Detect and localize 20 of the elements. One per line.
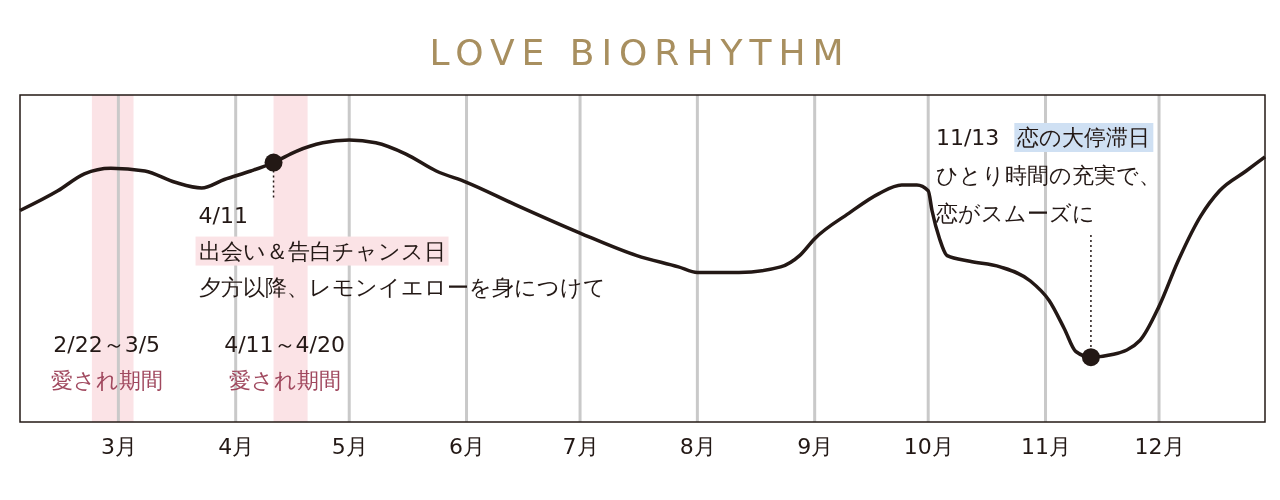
x-tick-label: 9月	[797, 433, 834, 459]
x-tick-label: 8月	[679, 433, 716, 459]
chart-title: LOVE BIORHYTHM	[429, 32, 851, 73]
x-tick-label: 3月	[100, 433, 137, 459]
x-tick-label: 4月	[218, 433, 255, 459]
annotation: 夕方以降、レモンイエローを身につけて	[198, 274, 606, 300]
annotation: 恋がスムーズに	[934, 201, 1095, 226]
annotation: 出会い＆告白チャンス日	[198, 238, 446, 264]
band-label: 4/11～4/20 愛され期間	[224, 332, 345, 393]
annotation: 恋の大停滞日	[1016, 125, 1151, 150]
band-label: 2/22～3/5 愛され期間	[50, 332, 163, 393]
x-tick-label: 6月	[449, 433, 486, 459]
annotation: 4/11	[198, 202, 248, 228]
x-tick-label: 12月	[1134, 433, 1185, 459]
x-tick-label: 11月	[1021, 433, 1072, 459]
x-tick-label: 5月	[331, 433, 368, 459]
annotation: 11/13	[935, 125, 1000, 150]
x-tick-label: 7月	[562, 433, 599, 459]
annotation: ひとり時間の充実で、	[935, 163, 1161, 188]
x-tick-label: 10月	[903, 433, 954, 459]
